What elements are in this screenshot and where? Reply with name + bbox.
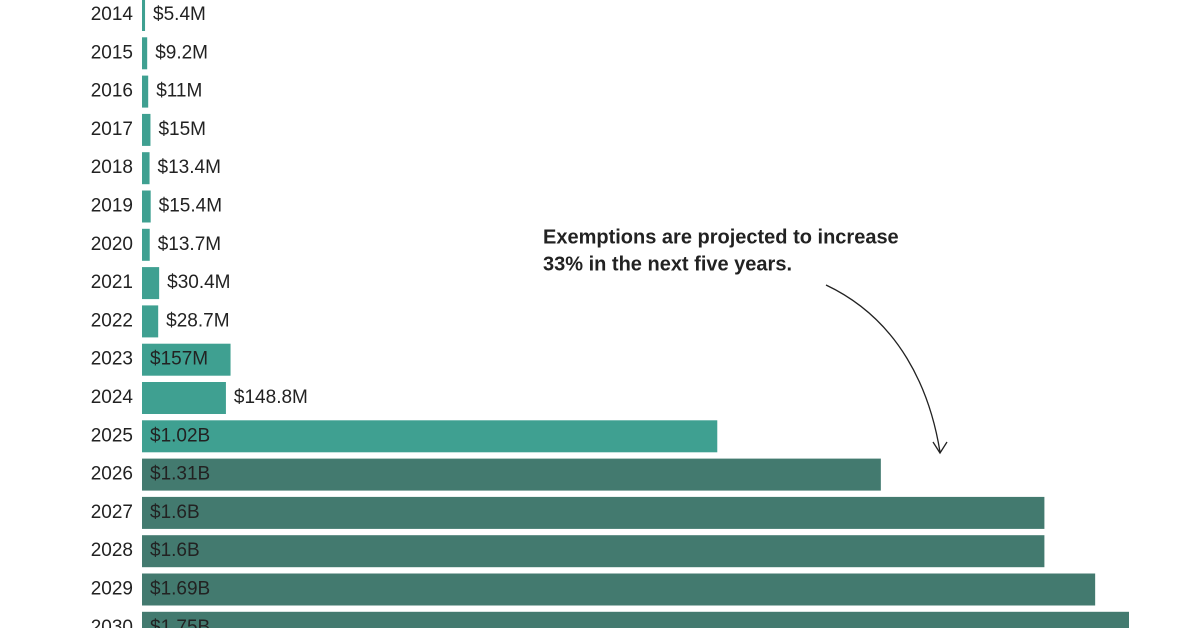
- y-tick-label: 2015: [91, 42, 133, 63]
- y-tick-label: 2017: [91, 119, 133, 140]
- bar: [142, 113, 151, 146]
- value-label: $1.31B: [150, 464, 210, 485]
- value-label: $148.8M: [234, 387, 308, 408]
- bar: [142, 611, 1129, 628]
- y-tick-label: 2021: [91, 272, 133, 293]
- value-label: $13.4M: [158, 157, 221, 178]
- value-label: $1.6B: [150, 540, 200, 561]
- bar: [142, 535, 1045, 568]
- bar: [142, 343, 231, 376]
- value-label: $11M: [156, 81, 202, 102]
- bar: [142, 573, 1096, 606]
- annotation-line: 33% in the next five years.: [543, 253, 792, 275]
- bar: [142, 458, 881, 491]
- value-label: $1.02B: [150, 425, 210, 446]
- bar: [142, 267, 160, 300]
- y-tick-label: 2019: [91, 196, 133, 217]
- y-tick-label: 2020: [91, 234, 133, 255]
- bar: [142, 152, 150, 185]
- value-label: $5.4M: [153, 4, 206, 25]
- y-tick-label: 2030: [91, 617, 133, 628]
- bar: [142, 37, 148, 70]
- y-tick-label: 2027: [91, 502, 133, 523]
- value-label: $30.4M: [167, 272, 230, 293]
- value-label: $13.7M: [158, 234, 221, 255]
- bar: [142, 228, 150, 261]
- y-tick-label: 2028: [91, 540, 133, 561]
- y-tick-label: 2024: [91, 387, 134, 408]
- bar: [142, 190, 151, 223]
- value-label: $1.6B: [150, 502, 200, 523]
- y-tick-label: 2018: [91, 157, 133, 178]
- y-tick-label: 2026: [91, 464, 133, 485]
- y-tick-label: 2022: [91, 310, 133, 331]
- y-tick-label: 2025: [91, 425, 133, 446]
- bar: [142, 305, 159, 338]
- value-label: $9.2M: [155, 42, 208, 63]
- bar: [142, 0, 146, 31]
- value-label: $157M: [150, 349, 208, 370]
- value-label: $1.75B: [150, 617, 210, 628]
- annotation-arrow: [825, 284, 941, 453]
- bar: [142, 382, 226, 414]
- bar: [142, 420, 718, 453]
- bar: [142, 75, 149, 108]
- value-label: $15M: [158, 119, 206, 140]
- value-label: $15.4M: [159, 196, 222, 217]
- value-label: $28.7M: [166, 310, 229, 331]
- y-tick-label: 2029: [91, 579, 133, 600]
- y-tick-label: 2023: [91, 349, 133, 370]
- annotation-line: Exemptions are projected to increase: [543, 226, 899, 248]
- annotation-arrowhead: [932, 441, 948, 455]
- y-tick-label: 2014: [91, 4, 134, 25]
- y-tick-label: 2016: [91, 81, 133, 102]
- bar: [142, 496, 1045, 529]
- value-label: $1.69B: [150, 579, 210, 600]
